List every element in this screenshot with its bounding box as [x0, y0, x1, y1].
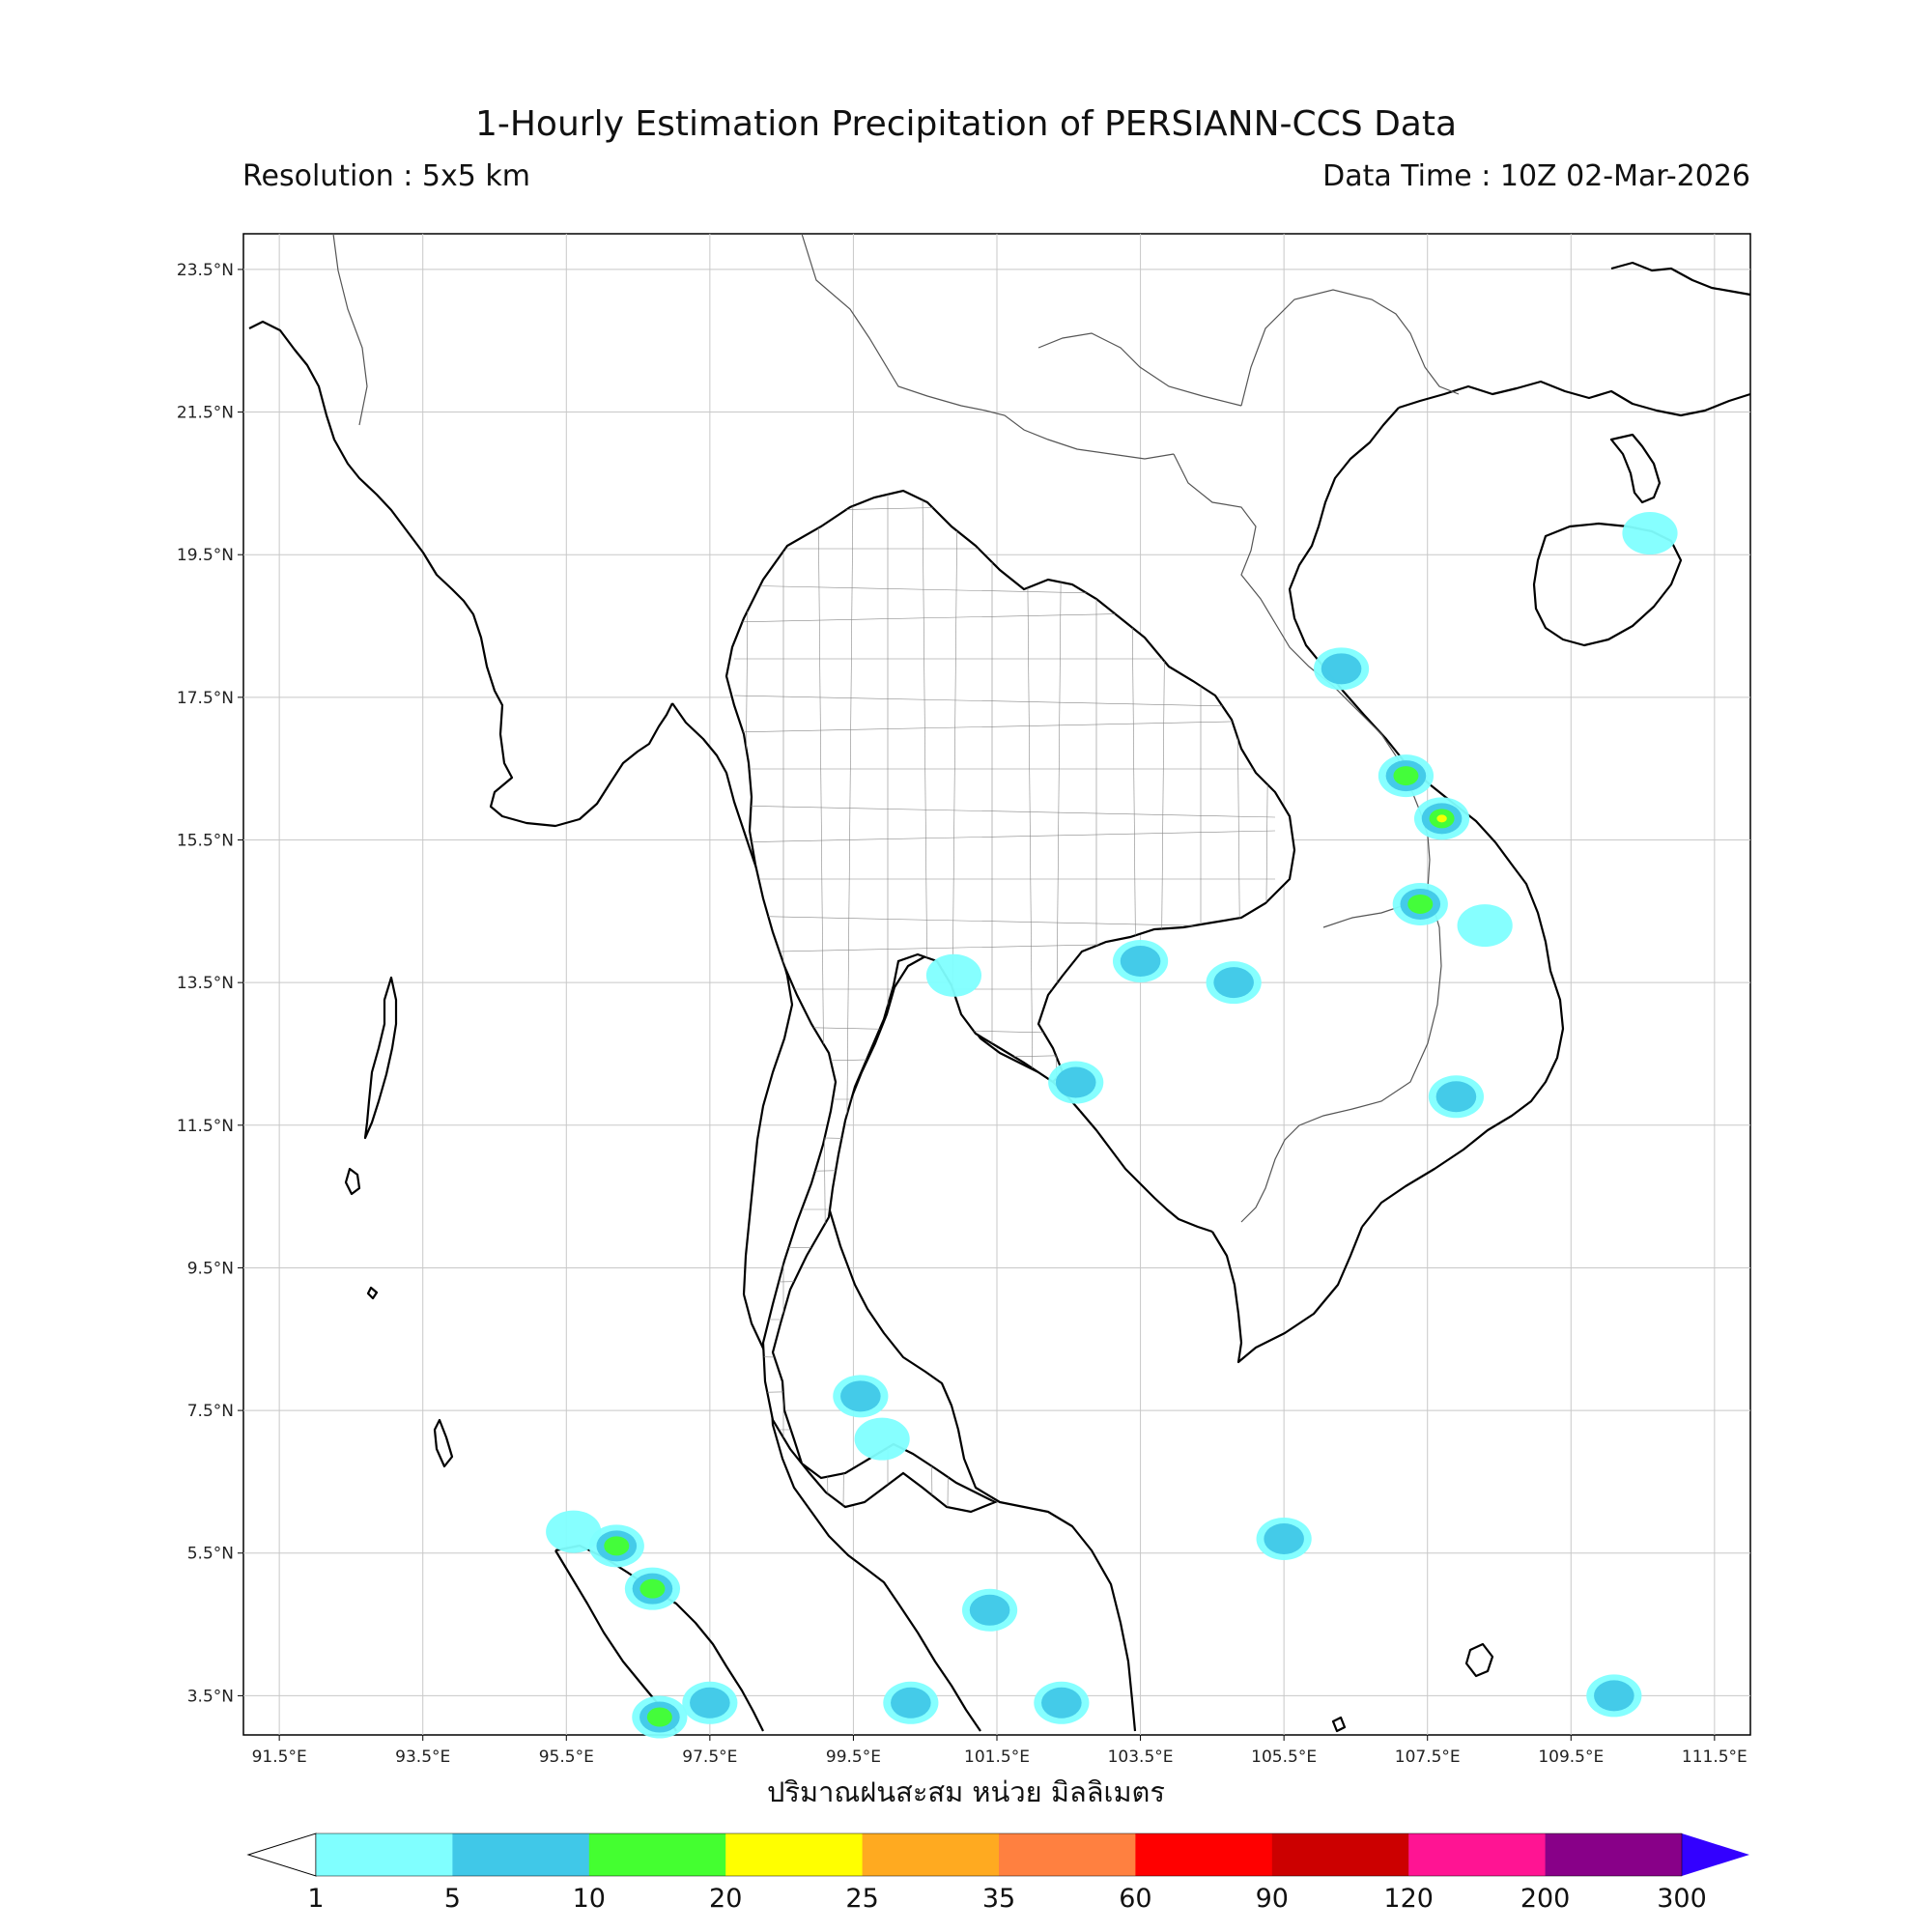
rain-cell-level-2: [1264, 1522, 1304, 1554]
lon-tick-label: 101.5°E: [964, 1747, 1030, 1767]
province-line: [733, 915, 1276, 928]
rain-cell-level-2: [1213, 967, 1254, 999]
thailand-outline: [724, 489, 1296, 1514]
hainan-island: [1532, 522, 1683, 647]
x-axis-label: ปริมาณฝนสะสม หน่วย มิลลิเมตร: [767, 1776, 1165, 1808]
border-china-myanmar-laos: [801, 233, 1175, 460]
rain-cell-level-3: [604, 1536, 630, 1556]
natuna-islet: [1331, 1716, 1347, 1733]
lon-tick-label: 109.5°E: [1538, 1747, 1604, 1767]
lat-tick-label: 7.5°N: [187, 1402, 234, 1421]
lat-tick-label: 3.5°N: [187, 1687, 234, 1706]
province-line: [733, 805, 1276, 818]
car-nicobar: [366, 1286, 379, 1300]
lat-tick-label: 23.5°N: [177, 261, 234, 280]
lon-tick-label: 111.5°E: [1682, 1747, 1747, 1767]
borneo-islet: [1464, 1642, 1494, 1678]
rain-cell-level-1: [854, 1417, 910, 1461]
rain-cell-level-2: [891, 1687, 931, 1719]
lat-tick-label: 15.5°N: [177, 832, 234, 851]
province-line: [733, 695, 1276, 708]
rain-cell-level-4: [1436, 814, 1447, 823]
data-time-label: Data Time : 10Z 02-Mar-2026: [1322, 159, 1750, 193]
lon-tick-label: 107.5°E: [1395, 1747, 1461, 1767]
lat-tick-label: 5.5°N: [187, 1545, 234, 1564]
rain-cell-level-2: [1041, 1687, 1082, 1719]
rain-cell-level-2: [840, 1380, 881, 1412]
lon-tick-label: 103.5°E: [1108, 1747, 1174, 1767]
coastline-vietnam-south: [1211, 1226, 1364, 1364]
lat-tick-label: 11.5°N: [177, 1117, 234, 1136]
great-nicobar: [433, 1418, 454, 1468]
lat-tick-label: 13.5°N: [177, 974, 234, 993]
rain-cell-level-1: [1622, 512, 1678, 555]
lon-tick-label: 99.5°E: [826, 1747, 881, 1767]
resolution-label: Resolution : 5x5 km: [242, 159, 530, 193]
rain-cell-level-2: [1321, 653, 1362, 685]
lon-tick-label: 93.5°E: [395, 1747, 450, 1767]
coastline-china: [1398, 380, 1751, 417]
rain-cells: [546, 512, 1678, 1739]
border-myanmar-china: [332, 233, 368, 426]
lat-tick-label: 9.5°N: [187, 1259, 234, 1278]
map-title: 1-Hourly Estimation Precipitation of PER…: [474, 104, 1458, 144]
lon-tick-label: 95.5°E: [539, 1747, 594, 1767]
coastline-myanmar-west: [248, 320, 673, 828]
nicobar-island: [344, 1167, 361, 1196]
border-china-vietnam: [1240, 289, 1460, 407]
rain-cell-level-2: [1055, 1066, 1096, 1098]
leizhou-peninsula: [1609, 433, 1662, 504]
lat-tick-label: 19.5°N: [177, 546, 234, 565]
lon-tick-label: 105.5°E: [1251, 1747, 1317, 1767]
lat-tick-label: 17.5°N: [177, 689, 234, 708]
coastline-china-upper: [1610, 261, 1751, 297]
rain-cell-level-2: [969, 1594, 1010, 1626]
rain-cell-level-1: [1457, 904, 1513, 948]
coastline-cambodia: [1079, 1110, 1213, 1234]
lat-tick-label: 21.5°N: [177, 404, 234, 423]
rain-cell-level-3: [639, 1578, 666, 1599]
rain-cell-level-1: [546, 1510, 602, 1553]
province-line: [733, 830, 1276, 843]
lon-tick-label: 91.5°E: [252, 1747, 307, 1767]
rain-cell-level-3: [1393, 766, 1419, 786]
rain-cell-level-3: [1407, 894, 1434, 914]
rain-cell-level-2: [1120, 946, 1161, 978]
rain-cell-level-2: [1594, 1680, 1634, 1712]
andaman-islands: [363, 976, 398, 1140]
rain-cell-level-1: [925, 953, 982, 997]
rain-cell-level-3: [646, 1707, 672, 1727]
rain-cell-level-2: [690, 1687, 730, 1719]
rain-cell-level-2: [1435, 1081, 1477, 1113]
border-laos-china-vietnam: [1037, 332, 1242, 407]
axis-ticks: 91.5°E 93.5°E 95.5°E 97.5°E 99.5°E 101.5°E 103…: [177, 261, 1747, 1767]
lon-tick-label: 97.5°E: [682, 1747, 737, 1767]
province-line: [733, 720, 1276, 733]
